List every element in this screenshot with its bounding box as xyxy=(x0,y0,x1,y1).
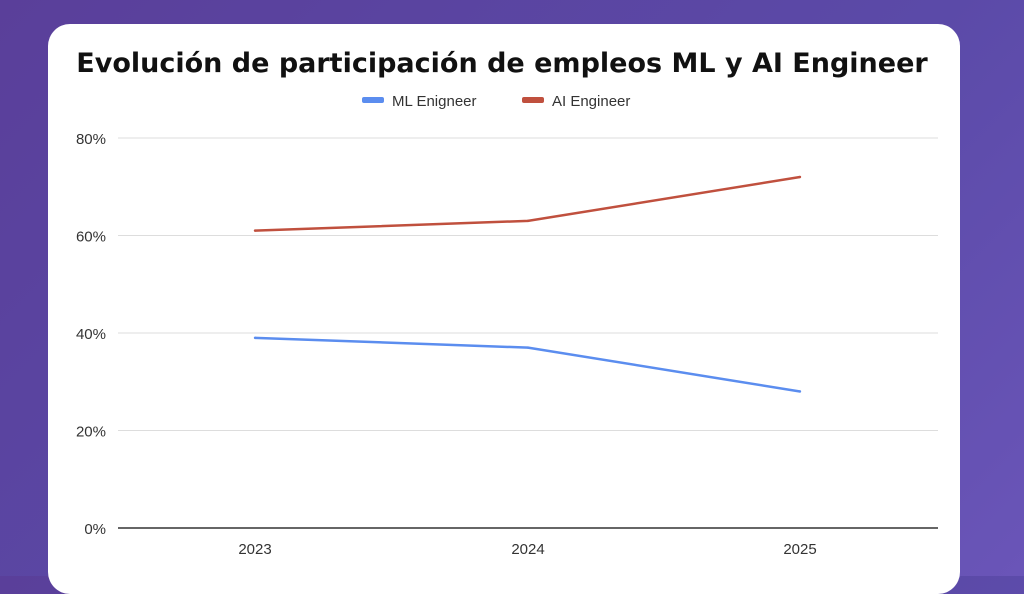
x-tick-label: 2023 xyxy=(238,541,271,558)
x-tick-label: 2025 xyxy=(783,541,816,558)
legend: ML Enigneer AI Engineer xyxy=(362,93,630,110)
data-point xyxy=(253,336,257,340)
y-tick-label: 0% xyxy=(84,521,106,538)
line-chart: Evolución de participación de empleos ML… xyxy=(76,48,938,558)
chart-card xyxy=(48,24,960,594)
series-lines xyxy=(253,175,802,393)
legend-swatch xyxy=(362,97,384,103)
legend-label: AI Engineer xyxy=(552,93,630,110)
y-tick-label: 40% xyxy=(76,326,106,343)
legend-label: ML Enigneer xyxy=(392,93,477,110)
data-point xyxy=(526,219,530,223)
data-point xyxy=(798,390,802,393)
data-point xyxy=(253,229,257,232)
legend-swatch xyxy=(522,97,544,103)
series-line-1 xyxy=(254,175,801,232)
data-point xyxy=(798,175,802,179)
chart-title: Evolución de participación de empleos ML… xyxy=(76,48,928,79)
x-tick-label: 2024 xyxy=(511,541,544,558)
grid: 0% 20% 40% 60% 80% 2023 2024 2025 xyxy=(76,131,938,558)
series-line-0 xyxy=(254,336,801,393)
y-tick-label: 20% xyxy=(76,424,106,441)
y-tick-label: 60% xyxy=(76,229,106,246)
data-point xyxy=(526,346,530,349)
y-tick-label: 80% xyxy=(76,131,106,148)
